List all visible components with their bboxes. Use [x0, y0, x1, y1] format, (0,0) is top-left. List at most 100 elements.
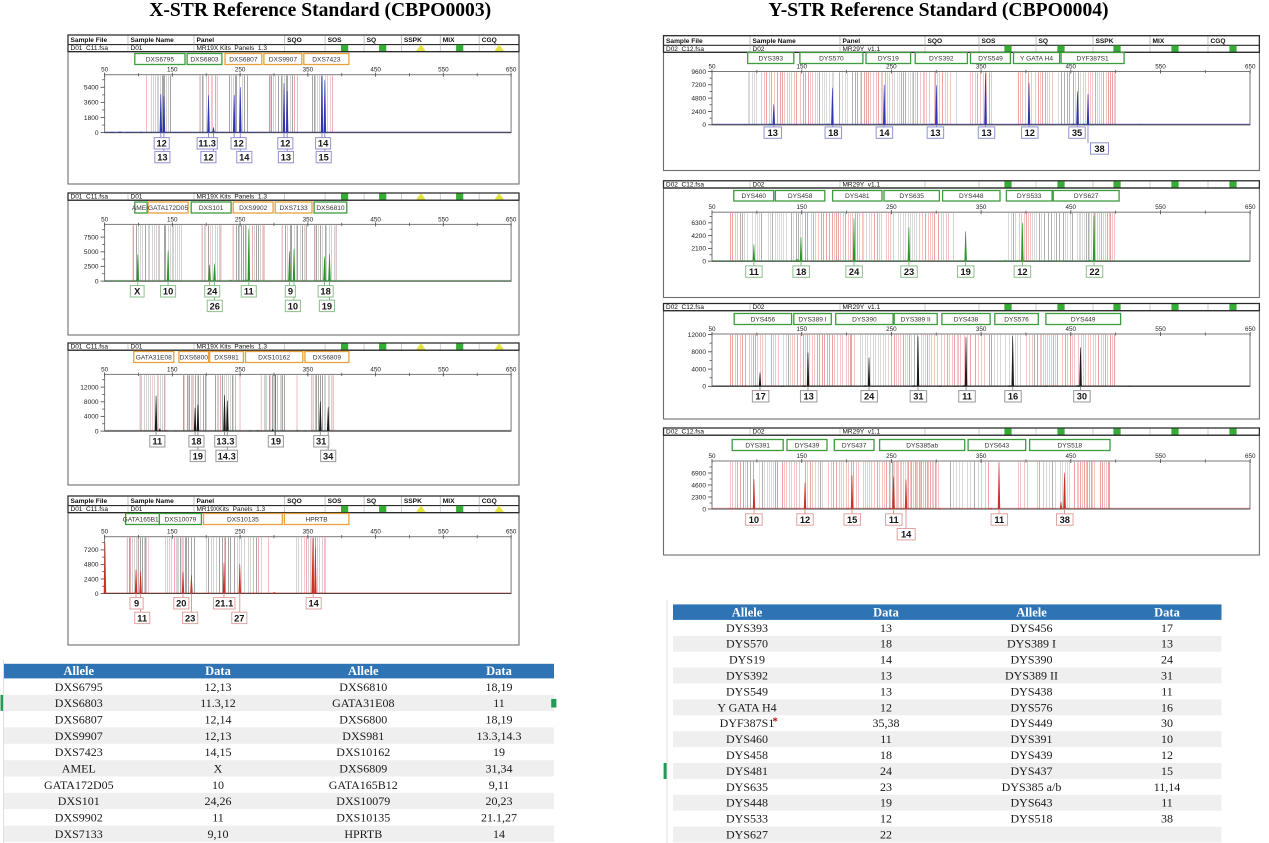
svg-text:DYS533: DYS533 [726, 812, 768, 826]
svg-text:250: 250 [886, 204, 897, 211]
svg-text:10: 10 [212, 778, 224, 792]
svg-text:0: 0 [702, 259, 706, 266]
svg-text:GATA165B12: GATA165B12 [123, 517, 163, 524]
svg-text:11: 11 [994, 515, 1004, 525]
svg-text:350: 350 [976, 326, 987, 333]
svg-text:19: 19 [493, 745, 505, 759]
svg-text:31: 31 [316, 437, 326, 447]
svg-text:0: 0 [702, 122, 706, 129]
svg-text:250: 250 [235, 529, 246, 536]
svg-text:D01_C11.fsa: D01_C11.fsa [71, 506, 109, 513]
svg-text:DXS6800: DXS6800 [180, 355, 209, 362]
svg-text:12: 12 [157, 139, 167, 149]
svg-text:11,14: 11,14 [1154, 780, 1181, 794]
svg-text:GATA31E08: GATA31E08 [136, 355, 172, 362]
svg-text:DXS10162: DXS10162 [336, 745, 390, 759]
svg-text:DYS456: DYS456 [1010, 621, 1052, 635]
svg-text:DYS643: DYS643 [1010, 796, 1052, 810]
svg-text:21.1: 21.1 [215, 599, 233, 609]
svg-text:20,23: 20,23 [486, 794, 513, 808]
svg-text:Data: Data [205, 664, 231, 678]
svg-text:DYS549: DYS549 [978, 56, 1003, 63]
svg-text:7200: 7200 [84, 547, 99, 554]
svg-text:DYS439: DYS439 [795, 443, 820, 450]
svg-text:0: 0 [702, 384, 706, 391]
svg-text:250: 250 [235, 216, 246, 223]
svg-text:DYS449: DYS449 [1010, 716, 1052, 730]
svg-text:50: 50 [708, 326, 716, 333]
svg-text:CGQ: CGQ [482, 37, 497, 44]
svg-text:38: 38 [1161, 812, 1173, 826]
svg-text:13: 13 [880, 684, 892, 698]
svg-text:Y-STR Reference Standard (CBPO: Y-STR Reference Standard (CBPO0004) [768, 0, 1108, 21]
svg-text:Panel: Panel [843, 38, 861, 45]
svg-text:35,38: 35,38 [873, 716, 900, 730]
svg-text:650: 650 [1245, 64, 1256, 71]
svg-text:650: 650 [1245, 453, 1256, 460]
svg-text:14: 14 [901, 530, 912, 540]
svg-text:19: 19 [322, 301, 332, 311]
svg-text:350: 350 [303, 216, 314, 223]
svg-text:SSPK: SSPK [404, 37, 422, 44]
svg-text:DXS10079: DXS10079 [336, 794, 390, 808]
svg-text:23: 23 [880, 780, 892, 794]
svg-text:12,13: 12,13 [205, 680, 232, 694]
svg-text:6300: 6300 [691, 220, 706, 227]
svg-text:17: 17 [755, 392, 765, 402]
svg-text:24: 24 [864, 392, 875, 402]
svg-text:DXS10135: DXS10135 [227, 517, 259, 524]
svg-text:50: 50 [708, 64, 716, 71]
svg-text:DYS391: DYS391 [745, 443, 770, 450]
svg-text:DYS438: DYS438 [954, 317, 979, 324]
svg-text:12: 12 [880, 700, 892, 714]
svg-text:150: 150 [167, 366, 178, 373]
svg-text:350: 350 [303, 529, 314, 536]
svg-text:13: 13 [157, 153, 167, 163]
svg-text:13: 13 [281, 153, 291, 163]
svg-text:D01: D01 [131, 194, 143, 201]
svg-text:22: 22 [1089, 267, 1099, 277]
svg-text:DYS481: DYS481 [726, 764, 768, 778]
svg-text:13: 13 [768, 128, 778, 138]
svg-text:11: 11 [880, 732, 892, 746]
svg-text:SOS: SOS [328, 498, 343, 505]
svg-text:650: 650 [506, 529, 517, 536]
svg-text:DXS10135: DXS10135 [336, 811, 390, 825]
svg-text:14: 14 [318, 139, 329, 149]
svg-text:24: 24 [849, 267, 860, 277]
svg-text:MR29Y_v1.1: MR29Y_v1.1 [843, 46, 881, 53]
svg-text:DYS393: DYS393 [759, 56, 784, 63]
svg-text:D02: D02 [753, 46, 765, 53]
svg-text:DXS9902: DXS9902 [239, 205, 268, 212]
svg-text:650: 650 [1245, 204, 1256, 211]
svg-text:50: 50 [101, 529, 109, 536]
svg-text:11: 11 [152, 437, 162, 447]
svg-text:12,13: 12,13 [205, 729, 232, 743]
svg-text:31: 31 [1161, 669, 1173, 683]
svg-text:9,11: 9,11 [489, 778, 510, 792]
svg-text:20: 20 [176, 599, 186, 609]
svg-text:0: 0 [95, 428, 99, 435]
svg-text:Data: Data [873, 605, 899, 619]
svg-text:150: 150 [167, 67, 178, 74]
svg-text:DYS389 II: DYS389 II [901, 317, 931, 324]
svg-text:DXS10162: DXS10162 [258, 355, 290, 362]
svg-text:550: 550 [1155, 204, 1166, 211]
svg-text:Y GATA H4: Y GATA H4 [717, 700, 776, 714]
svg-text:DXS6803: DXS6803 [55, 696, 103, 710]
svg-text:0: 0 [95, 591, 99, 598]
svg-text:7500: 7500 [84, 234, 99, 241]
svg-text:10: 10 [288, 301, 298, 311]
svg-text:13.3,14.3: 13.3,14.3 [477, 729, 522, 743]
svg-text:450: 450 [1066, 64, 1077, 71]
svg-text:DXS981: DXS981 [214, 355, 239, 362]
svg-text:DYS549: DYS549 [726, 684, 768, 698]
svg-text:4200: 4200 [691, 233, 706, 240]
svg-text:DXS9907: DXS9907 [55, 729, 103, 743]
svg-text:D02_C12.fsa: D02_C12.fsa [666, 182, 704, 189]
svg-text:11: 11 [212, 811, 224, 825]
svg-text:DXS981: DXS981 [342, 729, 384, 743]
svg-text:16: 16 [1161, 700, 1173, 714]
svg-text:D01_C11.fsa: D01_C11.fsa [71, 194, 109, 201]
svg-text:Allele: Allele [1016, 605, 1047, 619]
